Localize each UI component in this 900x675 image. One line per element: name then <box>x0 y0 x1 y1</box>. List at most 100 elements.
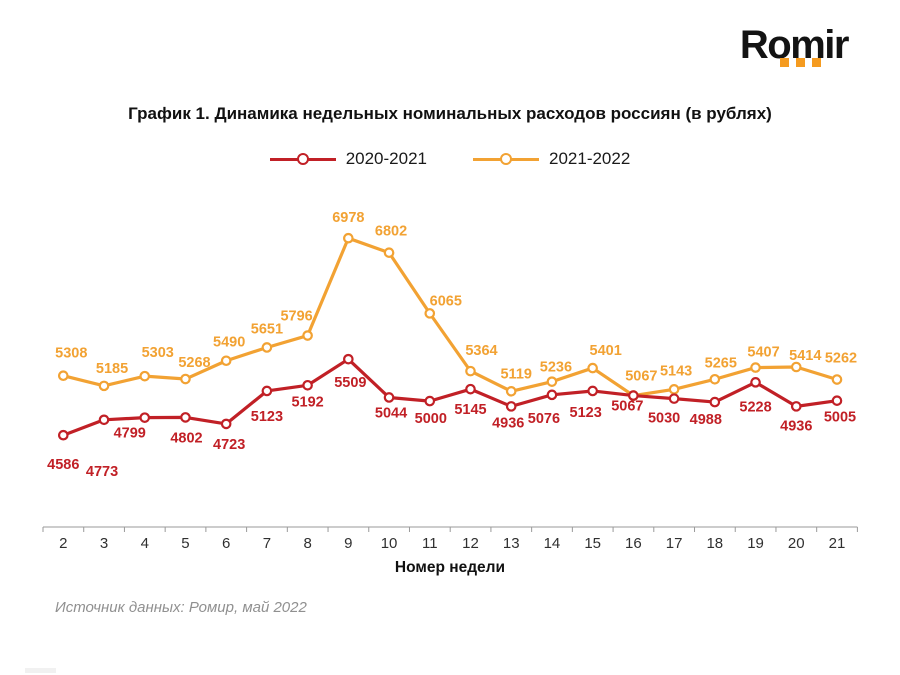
x-tick-label: 15 <box>584 535 601 552</box>
data-point-marker-2020-2021 <box>220 418 232 430</box>
line-chart-plot-area: 2 3 4 5 6 7 8 9 10 11 12 13 14 15 16 17 18 19 20 21 Номер не… <box>42 210 858 576</box>
data-point-marker-2020-2021 <box>546 389 558 401</box>
data-label-2021-2022: 5265 <box>705 355 737 371</box>
data-point-marker-2020-2021 <box>180 412 191 423</box>
data-point-marker-2020-2021 <box>505 401 517 412</box>
data-label-2021-2022: 5407 <box>747 345 779 361</box>
legend-item-2020-2021: 2020-2021 <box>269 149 427 169</box>
data-label-2020-2021: 5076 <box>528 411 560 427</box>
data-label-2021-2022: 5067 <box>625 369 657 385</box>
data-point-marker-2020-2021 <box>343 353 354 365</box>
data-label-2020-2021: 5005 <box>824 410 856 426</box>
data-label-2021-2022: 5490 <box>213 335 245 351</box>
x-tick-label: 4 <box>141 535 149 552</box>
data-point-marker-2020-2021 <box>465 383 476 395</box>
data-label-2021-2022: 5303 <box>142 345 174 361</box>
data-label-2021-2022: 5796 <box>280 309 312 325</box>
legend-circle-marker-icon <box>296 153 309 165</box>
x-tick-label: 6 <box>222 535 230 552</box>
data-label-2021-2022: 5414 <box>789 348 821 364</box>
data-label-2020-2021: 5030 <box>648 411 680 427</box>
data-label-2020-2021: 4773 <box>86 464 118 480</box>
source-note: Источник данных: Ромир, май 2022 <box>55 599 307 616</box>
x-tick-label: 20 <box>788 535 805 552</box>
data-label-2020-2021: 5067 <box>611 399 643 415</box>
data-point-marker-2020-2021 <box>302 379 313 391</box>
x-tick-label: 13 <box>503 535 520 552</box>
data-point-marker-2021-2022 <box>139 370 151 382</box>
data-label-2020-2021: 4936 <box>492 415 524 431</box>
series-line-2021-2022 <box>61 236 839 398</box>
x-tick-label: 8 <box>303 535 311 552</box>
data-label-2021-2022: 5262 <box>825 351 857 367</box>
data-point-marker-2021-2022 <box>220 355 232 367</box>
legend-label: 2021-2022 <box>549 149 631 168</box>
data-point-marker-2020-2021 <box>424 395 436 407</box>
x-axis-title: Номер недели <box>395 559 505 576</box>
data-point-marker-2021-2022 <box>505 385 517 397</box>
data-point-marker-2020-2021 <box>383 392 395 403</box>
data-label-2020-2021: 4802 <box>170 430 202 446</box>
data-label-2020-2021: 5228 <box>739 399 771 415</box>
x-tick-label: 2 <box>59 535 67 552</box>
legend-line-sample-orange <box>473 153 539 165</box>
data-label-2020-2021: 4799 <box>114 426 146 442</box>
data-point-marker-2021-2022 <box>302 330 313 341</box>
data-label-2021-2022: 5236 <box>540 360 572 376</box>
data-point-marker-2021-2022 <box>383 247 395 258</box>
data-point-marker-2020-2021 <box>261 385 273 397</box>
x-tick-label: 14 <box>544 535 561 552</box>
logo-dot <box>796 58 806 67</box>
romir-logo: Romir <box>739 23 850 67</box>
data-label-2020-2021: 5123 <box>570 405 602 421</box>
data-point-marker-2020-2021 <box>831 395 843 406</box>
data-label-2020-2021: 4936 <box>780 418 812 434</box>
data-label-2021-2022: 6978 <box>332 210 364 226</box>
legend-line-sample-red <box>269 153 336 165</box>
data-point-marker-2021-2022 <box>831 374 843 385</box>
bottom-left-artifact <box>25 668 56 673</box>
data-point-marker-2021-2022 <box>57 370 69 382</box>
data-label-2020-2021: 5044 <box>375 405 407 421</box>
data-point-marker-2020-2021 <box>57 429 69 441</box>
data-label-2020-2021: 5192 <box>291 394 323 410</box>
data-label-2021-2022: 5268 <box>178 355 210 371</box>
x-tick-label: 16 <box>625 535 642 552</box>
data-label-2021-2022: 5401 <box>590 343 622 359</box>
data-label-2021-2022: 5308 <box>55 346 87 362</box>
data-point-marker-2021-2022 <box>98 380 110 392</box>
data-label-2021-2022: 5651 <box>251 321 283 337</box>
logo-dot <box>812 58 822 67</box>
data-point-marker-2021-2022 <box>668 384 680 395</box>
data-label-2020-2021: 5145 <box>454 402 486 418</box>
data-point-marker-2021-2022 <box>587 362 598 374</box>
data-label-2020-2021: 5509 <box>334 375 366 391</box>
logo-dot <box>780 58 790 67</box>
x-tick-label: 10 <box>381 535 398 552</box>
x-tick-label: 11 <box>422 535 438 552</box>
data-label-2020-2021: 5000 <box>415 411 447 427</box>
data-point-marker-2021-2022 <box>424 308 436 319</box>
x-tick-label: 9 <box>344 535 352 552</box>
data-point-marker-2020-2021 <box>628 390 639 401</box>
romir-logo-text: Romir <box>739 23 850 67</box>
data-point-marker-2021-2022 <box>790 361 802 373</box>
x-tick-label: 12 <box>462 535 479 552</box>
x-tick-label: 5 <box>181 535 189 552</box>
data-point-marker-2021-2022 <box>261 342 273 353</box>
data-point-marker-2020-2021 <box>139 412 151 423</box>
data-point-marker-2020-2021 <box>790 401 802 412</box>
data-label-2020-2021: 5123 <box>251 409 283 425</box>
legend-item-2021-2022: 2021-2022 <box>473 149 630 169</box>
data-label-2021-2022: 6802 <box>375 224 407 240</box>
data-point-marker-2021-2022 <box>546 376 558 387</box>
data-point-marker-2021-2022 <box>465 365 476 377</box>
x-tick-label: 17 <box>666 535 683 552</box>
data-point-marker-2021-2022 <box>180 373 191 385</box>
data-label-2021-2022: 5185 <box>96 361 128 377</box>
data-point-marker-2020-2021 <box>709 396 721 408</box>
data-label-2021-2022: 6065 <box>430 293 462 309</box>
data-label-2021-2022: 5143 <box>660 363 692 379</box>
data-point-marker-2021-2022 <box>750 362 761 373</box>
legend-label: 2020-2021 <box>345 149 427 168</box>
